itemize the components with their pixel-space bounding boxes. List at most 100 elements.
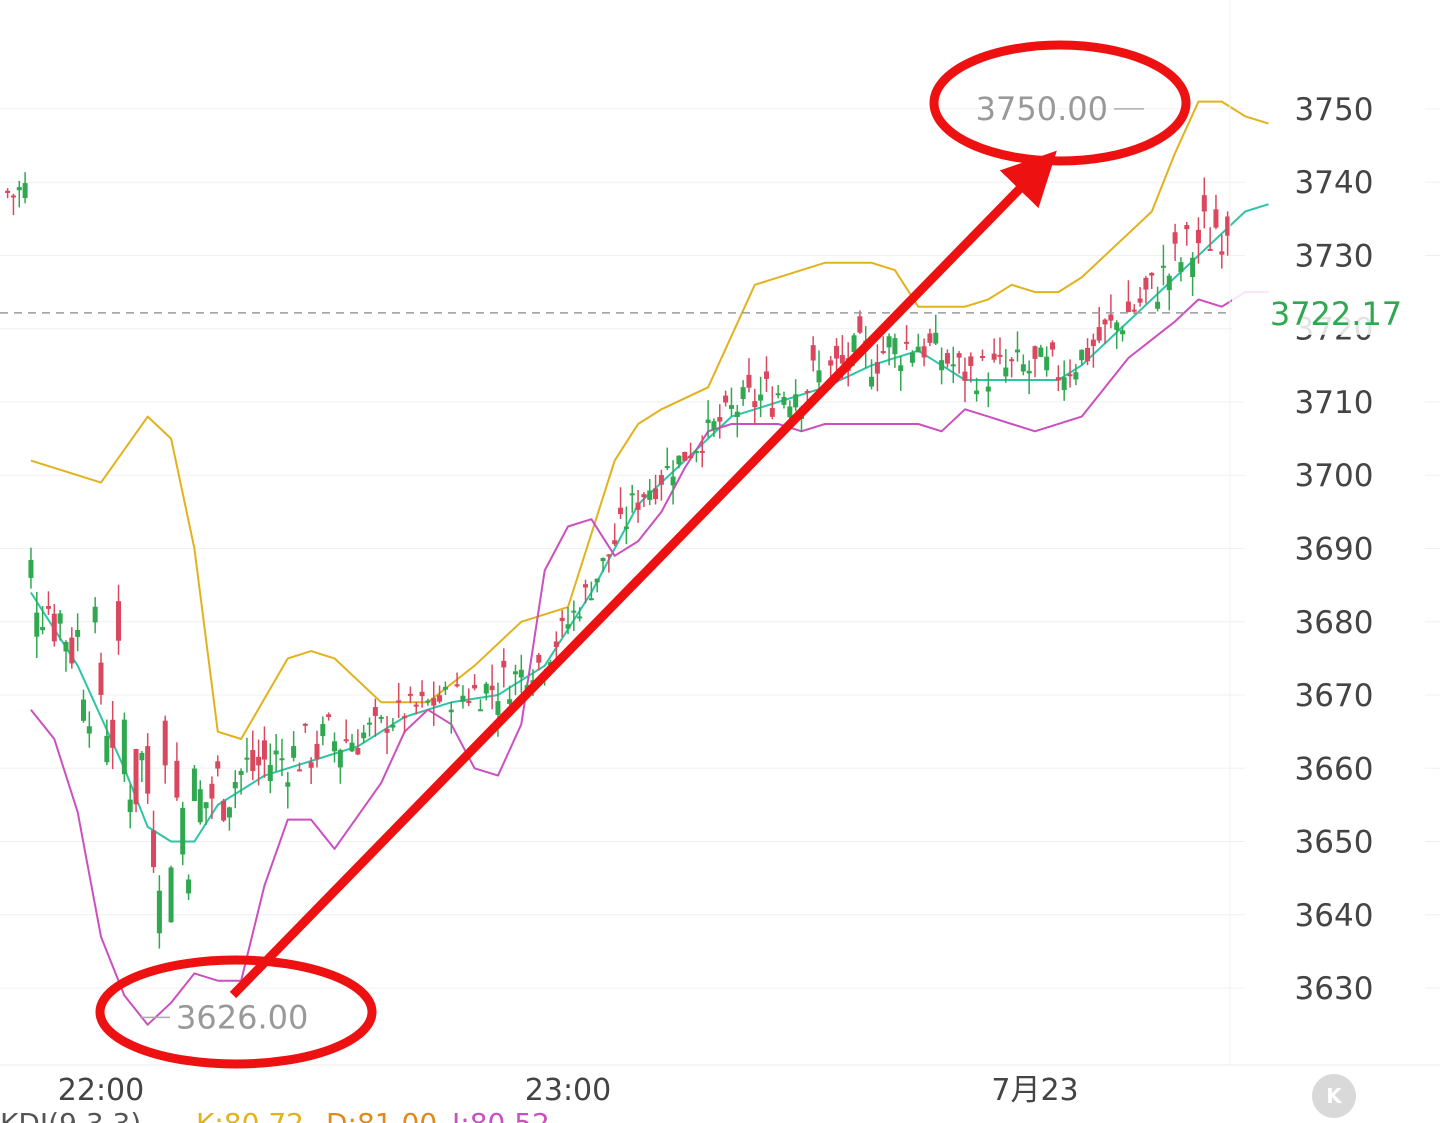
candle-body bbox=[57, 613, 63, 624]
candle-body bbox=[221, 800, 227, 821]
candle-body bbox=[145, 746, 151, 794]
candle-body bbox=[653, 488, 659, 500]
candle-body bbox=[1067, 374, 1073, 377]
candle-body bbox=[898, 365, 904, 372]
candle-body bbox=[1143, 277, 1149, 290]
candle-body bbox=[828, 360, 834, 366]
candle-body bbox=[45, 606, 51, 609]
kdj-name: KDJ(9,3,3) bbox=[0, 1107, 141, 1123]
candle-body bbox=[629, 493, 635, 496]
y-tick-label: 3700 bbox=[1295, 458, 1374, 494]
candle-body bbox=[197, 789, 203, 823]
candle-body bbox=[664, 466, 670, 469]
candle-body bbox=[553, 641, 559, 648]
candle-body bbox=[180, 807, 186, 855]
candle-body bbox=[186, 879, 192, 894]
candle-body bbox=[612, 540, 618, 545]
y-tick-label: 3680 bbox=[1295, 605, 1374, 641]
candle-body bbox=[337, 749, 343, 768]
candle-body bbox=[1003, 367, 1009, 377]
candle-body bbox=[1038, 347, 1044, 357]
last-price-tag-bg bbox=[1232, 290, 1440, 335]
candle-body bbox=[734, 411, 740, 417]
y-tick-label: 3730 bbox=[1295, 238, 1374, 274]
candle-body bbox=[396, 700, 402, 703]
candle-body bbox=[226, 807, 232, 818]
candle-body bbox=[1190, 257, 1196, 278]
kdj-k: K:80.72 bbox=[196, 1107, 304, 1123]
candle-body bbox=[804, 390, 810, 393]
candle-body bbox=[86, 726, 92, 734]
candle-body bbox=[1050, 342, 1056, 350]
candle-body bbox=[1061, 377, 1067, 391]
candle-body bbox=[968, 356, 974, 366]
candle-body bbox=[454, 684, 460, 687]
candle-body bbox=[361, 732, 367, 739]
candle-body bbox=[326, 714, 332, 717]
y-tick-label: 3750 bbox=[1295, 92, 1374, 128]
candle-body bbox=[320, 723, 326, 737]
candle-body bbox=[518, 669, 524, 678]
reset-chart-button[interactable]: K bbox=[1312, 1074, 1356, 1118]
candle-body bbox=[641, 494, 647, 498]
candle-body bbox=[927, 333, 933, 343]
candle-body bbox=[559, 617, 565, 621]
candle-body bbox=[851, 335, 857, 353]
candle-body bbox=[1131, 309, 1137, 312]
candle-body bbox=[1096, 327, 1102, 341]
candle-body bbox=[688, 456, 694, 459]
candle-body bbox=[1178, 262, 1184, 273]
candle-body bbox=[746, 374, 752, 388]
candle-body bbox=[407, 693, 413, 696]
candle-body bbox=[763, 371, 769, 379]
candle-body bbox=[250, 750, 256, 772]
candle-body bbox=[991, 353, 997, 360]
high-circle bbox=[929, 40, 1191, 166]
candle-body bbox=[483, 683, 489, 694]
candle-body bbox=[997, 354, 1003, 357]
candle-body bbox=[121, 719, 127, 775]
candle-body bbox=[279, 758, 285, 761]
candle-body bbox=[22, 183, 28, 199]
candle-body bbox=[699, 450, 705, 453]
y-tick-label: 3640 bbox=[1295, 898, 1374, 934]
candle-body bbox=[834, 345, 840, 359]
candle-body bbox=[442, 686, 448, 690]
candle-body bbox=[116, 601, 122, 641]
candle-body bbox=[921, 346, 927, 358]
candle-body bbox=[477, 709, 483, 712]
candle-body bbox=[1014, 349, 1020, 353]
candle-body bbox=[355, 747, 361, 755]
candle-body bbox=[775, 393, 781, 396]
candle-body bbox=[261, 740, 267, 760]
high-price-label: 3750.00 bbox=[976, 90, 1108, 128]
kdj-legend: KDJ(9,3,3) K:80.72 D:81.00 J:80.52 bbox=[0, 1107, 550, 1123]
candle-body bbox=[437, 695, 443, 702]
candle-body bbox=[1073, 372, 1079, 380]
candle-body bbox=[711, 421, 717, 430]
candle-body bbox=[512, 671, 518, 675]
trend-arrow bbox=[229, 150, 1057, 999]
candle-body bbox=[536, 654, 542, 663]
candle-body bbox=[390, 725, 396, 728]
candle-body bbox=[419, 691, 425, 697]
candle-body bbox=[723, 395, 729, 403]
candle-body bbox=[1166, 275, 1172, 291]
candle-body bbox=[816, 370, 822, 383]
candle-body bbox=[1225, 216, 1231, 236]
candle-body bbox=[413, 704, 419, 707]
candle-body bbox=[16, 187, 22, 191]
candle-body bbox=[594, 578, 600, 583]
candle-body bbox=[635, 502, 641, 510]
candle-body bbox=[69, 637, 75, 664]
candle-body bbox=[769, 408, 775, 417]
candle-body bbox=[1026, 370, 1032, 374]
candle-body bbox=[810, 345, 816, 361]
candle-body bbox=[909, 352, 915, 363]
candle-body bbox=[98, 662, 104, 695]
candle-body bbox=[1213, 209, 1219, 228]
candle-body bbox=[571, 610, 577, 613]
candle-body bbox=[933, 332, 939, 344]
candle-body bbox=[950, 364, 956, 367]
